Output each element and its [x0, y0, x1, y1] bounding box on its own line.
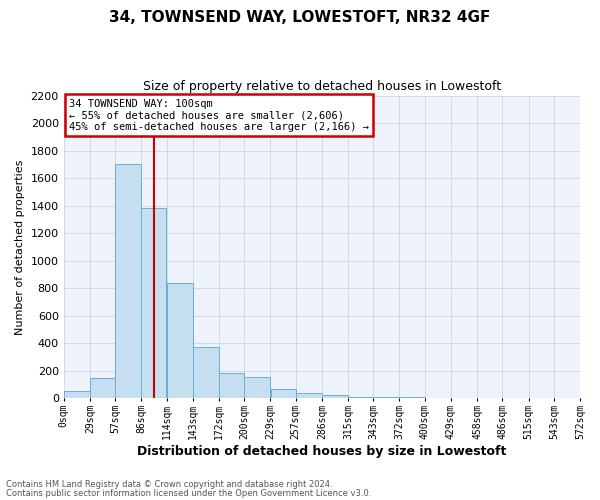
Bar — [271, 388, 296, 398]
Bar — [322, 396, 348, 398]
Bar — [142, 208, 166, 398]
Text: 34 TOWNSEND WAY: 100sqm
← 55% of detached houses are smaller (2,606)
45% of semi: 34 TOWNSEND WAY: 100sqm ← 55% of detache… — [69, 98, 369, 132]
Bar — [219, 374, 244, 398]
Bar — [193, 347, 219, 398]
Bar — [115, 164, 141, 398]
Bar — [296, 394, 322, 398]
Bar — [167, 282, 193, 398]
Y-axis label: Number of detached properties: Number of detached properties — [15, 159, 25, 334]
Text: 34, TOWNSEND WAY, LOWESTOFT, NR32 4GF: 34, TOWNSEND WAY, LOWESTOFT, NR32 4GF — [109, 10, 491, 25]
Bar — [244, 377, 270, 398]
Text: Contains public sector information licensed under the Open Government Licence v3: Contains public sector information licen… — [6, 489, 371, 498]
Bar — [348, 397, 373, 398]
Text: Contains HM Land Registry data © Crown copyright and database right 2024.: Contains HM Land Registry data © Crown c… — [6, 480, 332, 489]
Bar — [373, 397, 400, 398]
Bar — [64, 392, 90, 398]
X-axis label: Distribution of detached houses by size in Lowestoft: Distribution of detached houses by size … — [137, 444, 506, 458]
Bar — [90, 378, 115, 398]
Title: Size of property relative to detached houses in Lowestoft: Size of property relative to detached ho… — [143, 80, 501, 93]
